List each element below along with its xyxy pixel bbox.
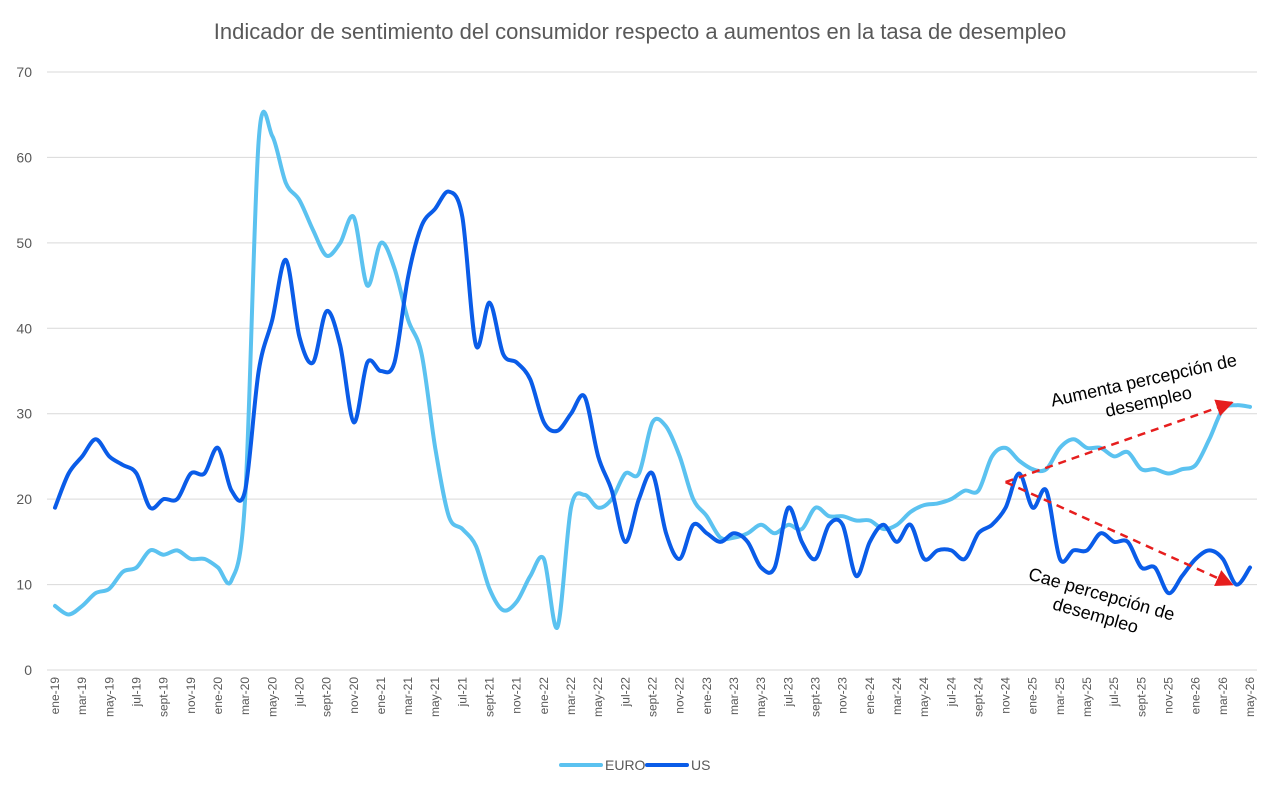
x-tick-label: mar-20 (238, 677, 252, 715)
x-tick-label: jul-19 (129, 677, 143, 708)
y-tick-label: 0 (24, 662, 32, 678)
x-tick-label: ene-20 (211, 677, 225, 715)
x-tick-label: may-19 (102, 677, 116, 717)
x-tick-label: nov-22 (673, 677, 687, 714)
x-tick-label: may-24 (917, 677, 931, 717)
x-tick-label: ene-21 (374, 677, 388, 715)
y-tick-label: 30 (16, 406, 32, 422)
x-tick-label: ene-26 (1189, 677, 1203, 715)
x-tick-label: jul-22 (618, 677, 632, 708)
x-tick-label: jul-20 (292, 677, 306, 708)
y-tick-label: 60 (16, 149, 32, 165)
x-tick-label: may-26 (1243, 677, 1257, 717)
legend-item-us[interactable]: US (645, 757, 710, 773)
x-tick-label: nov-21 (510, 677, 524, 714)
x-tick-label: sept-24 (971, 677, 985, 717)
series-line-us (53, 189, 1252, 596)
x-tick-label: sept-23 (808, 677, 822, 717)
x-tick-label: may-21 (428, 677, 442, 717)
y-tick-label: 10 (16, 577, 32, 593)
x-tick-label: may-22 (591, 677, 605, 717)
x-tick-label: sept-25 (1134, 677, 1148, 717)
x-tick-label: mar-25 (1053, 677, 1067, 715)
x-tick-label: mar-24 (890, 677, 904, 715)
x-tick-label: jul-24 (944, 677, 958, 708)
x-tick-label: ene-22 (537, 677, 551, 715)
y-tick-label: 50 (16, 235, 32, 251)
y-axis-tick-labels: 0 10 20 30 40 50 60 70 (16, 64, 32, 678)
x-tick-label: ene-25 (1026, 677, 1040, 715)
x-tick-label: sept-21 (483, 677, 497, 717)
legend-label: US (691, 757, 710, 773)
x-tick-label: may-25 (1080, 677, 1094, 717)
annotation-arrow (1005, 399, 1234, 484)
x-tick-label: nov-24 (999, 677, 1013, 714)
x-axis-tick-labels: ene-19 mar-19 may-19 jul-19 sept-19 nov-19 ene… (48, 677, 1257, 717)
chart-title: Indicador de sentimiento del consumidor … (214, 19, 1066, 44)
legend-label: EURO (605, 757, 646, 773)
x-tick-label: nov-25 (1162, 677, 1176, 714)
series-lines (53, 109, 1252, 630)
x-tick-label: mar-21 (401, 677, 415, 715)
y-tick-label: 40 (16, 320, 32, 336)
x-tick-label: mar-22 (564, 677, 578, 715)
x-tick-label: sept-20 (320, 677, 334, 717)
series-line-euro (53, 109, 1252, 630)
x-tick-label: may-23 (754, 677, 768, 717)
x-tick-label: mar-19 (75, 677, 89, 715)
x-tick-label: nov-20 (347, 677, 361, 714)
x-tick-label: sept-22 (646, 677, 660, 717)
x-tick-label: jul-23 (781, 677, 795, 708)
x-tick-label: mar-23 (727, 677, 741, 715)
x-tick-label: nov-23 (836, 677, 850, 714)
x-tick-label: mar-26 (1216, 677, 1230, 715)
x-tick-label: ene-24 (863, 677, 877, 715)
y-tick-label: 20 (16, 491, 32, 507)
y-tick-label: 70 (16, 64, 32, 80)
legend[interactable]: EURO US (559, 757, 710, 773)
x-tick-label: nov-19 (184, 677, 198, 714)
legend-item-euro[interactable]: EURO (559, 757, 646, 773)
x-tick-label: ene-19 (48, 677, 62, 715)
x-tick-label: ene-23 (700, 677, 714, 715)
x-tick-label: sept-19 (157, 677, 171, 717)
x-tick-label: jul-21 (455, 677, 469, 708)
x-tick-label: may-20 (265, 677, 279, 717)
x-tick-label: jul-25 (1107, 677, 1121, 708)
